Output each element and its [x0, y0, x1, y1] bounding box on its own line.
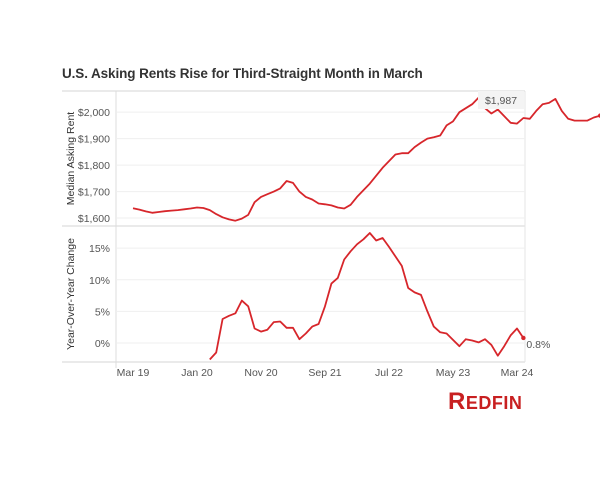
series-line-bottom: [209, 232, 525, 361]
x-tick-label: Sep 21: [308, 367, 341, 379]
y-tick-label-top: $2,000: [78, 107, 110, 119]
x-tick-label: Nov 20: [244, 367, 277, 379]
y-tick-label-bottom: 5%: [95, 306, 110, 318]
y-tick-label-top: $1,800: [78, 160, 110, 172]
y-tick-label-top: $1,900: [78, 134, 110, 146]
logo-initial: R: [448, 388, 466, 415]
x-tick-label: May 23: [436, 367, 471, 379]
end-value-label-top: $1,987: [485, 95, 517, 107]
y-axis-title-top: Median Asking Rent: [65, 112, 77, 205]
y-tick-label-top: $1,700: [78, 187, 110, 199]
y-tick-label-bottom: 15%: [89, 243, 110, 255]
series-line-top: [132, 96, 600, 222]
chart-title: U.S. Asking Rents Rise for Third-Straigh…: [62, 66, 423, 81]
x-tick-label: Mar 24: [501, 367, 534, 379]
end-value-label-bottom: 0.8%: [526, 339, 550, 351]
redfin-logo: REDFIN: [448, 388, 522, 416]
end-label-bg: [478, 91, 524, 109]
y-axis-title-bottom: Year-Over-Year Change: [65, 238, 77, 350]
x-tick-label: Jul 22: [375, 367, 403, 379]
x-tick-label: Mar 19: [117, 367, 150, 379]
y-tick-label-bottom: 10%: [89, 275, 110, 287]
y-tick-label-top: $1,600: [78, 213, 110, 225]
logo-rest: EDFIN: [465, 393, 523, 413]
y-tick-label-bottom: 0%: [95, 338, 110, 350]
data-point-bottom: [521, 335, 526, 341]
x-tick-label: Jan 20: [181, 367, 213, 379]
